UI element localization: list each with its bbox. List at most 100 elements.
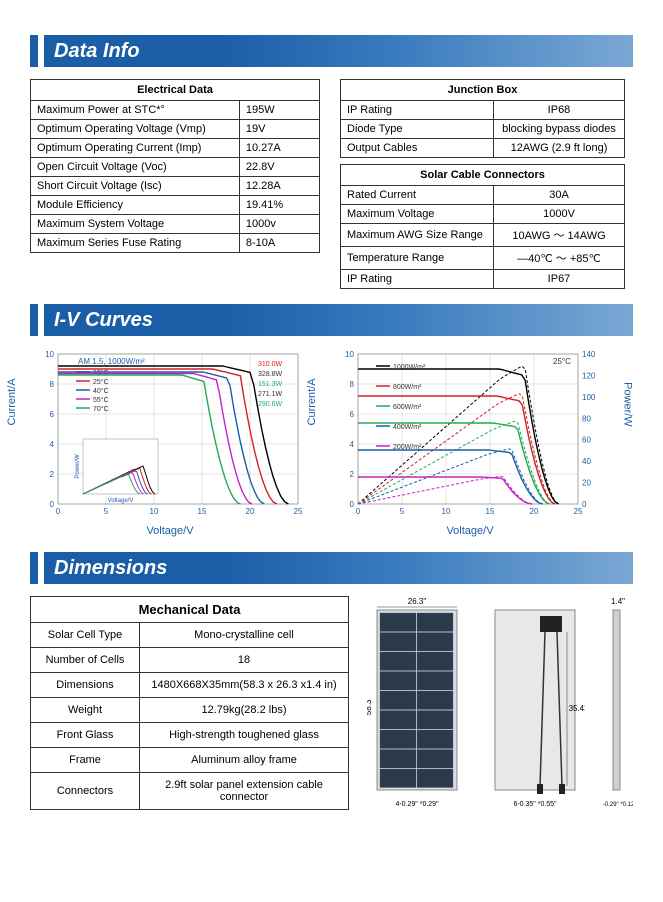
dim-width: 26.3" <box>408 597 427 606</box>
panel-side-diagram: 1.4" 8-0.29" *0.12" <box>603 596 633 821</box>
dim-mount2: 6-0.35" *0.55" <box>513 801 557 808</box>
section-header-dimensions: Dimensions <box>30 552 633 584</box>
svg-text:4: 4 <box>350 440 355 449</box>
row-label: Number of Cells <box>31 648 140 673</box>
chart2-svg: 0510152025024681002040608010012014025°C1… <box>330 348 610 518</box>
table-row: Output Cables12AWG (2.9 ft long) <box>341 139 625 158</box>
table-header: Mechanical Data <box>31 597 349 623</box>
table-row: Connectors2.9ft solar panel extension ca… <box>31 773 349 810</box>
dimensions-row: Mechanical Data Solar Cell TypeMono-crys… <box>30 596 633 821</box>
row-value: 30A <box>494 186 625 205</box>
row-value: 12.28A <box>239 177 319 196</box>
panel-front-diagram: 26.3" 58.3" 4-0.29" *0.29" <box>367 596 467 821</box>
panel-front-svg: 26.3" 58.3" 4-0.29" *0.29" <box>367 596 467 816</box>
svg-text:5: 5 <box>400 507 405 516</box>
table-row: Maximum System Voltage1000v <box>31 215 320 234</box>
table-row: Module Efficiency19.41% <box>31 196 320 215</box>
row-value: 12.79kg(28.2 lbs) <box>140 698 349 723</box>
svg-text:600W/m²: 600W/m² <box>393 404 422 411</box>
row-label: Diode Type <box>341 120 494 139</box>
y-axis-label: Current/A <box>306 378 318 425</box>
svg-text:800W/m²: 800W/m² <box>393 384 422 391</box>
row-label: Module Efficiency <box>31 196 240 215</box>
x-axis-label: Voltage/V <box>30 525 310 537</box>
row-value: —40℃ ～ +85℃ <box>494 247 625 270</box>
svg-text:10: 10 <box>345 350 354 359</box>
svg-text:10: 10 <box>442 507 451 516</box>
table-row: Open Circuit Voltage (Voc)22.8V <box>31 158 320 177</box>
iv-chart-temperature: Current/A 05101520250246810AM 1.5, 1000W… <box>30 348 310 537</box>
dim-height: 58.3" <box>367 697 373 716</box>
row-label: Output Cables <box>341 139 494 158</box>
svg-text:20: 20 <box>582 479 591 488</box>
table-row: Short Circuit Voltage (Isc)12.28A <box>31 177 320 196</box>
svg-text:25: 25 <box>294 507 303 516</box>
mech-rows: Solar Cell TypeMono-crystalline cellNumb… <box>31 623 349 810</box>
row-value: 195W <box>239 101 319 120</box>
svg-text:25°C: 25°C <box>93 378 109 386</box>
table-row: IP RatingIP68 <box>341 101 625 120</box>
table-row: Optimum Operating Current (Imp)10.27A <box>31 139 320 158</box>
cc-rows: Rated Current30AMaximum Voltage1000VMaxi… <box>341 186 625 289</box>
svg-text:10: 10 <box>45 350 54 359</box>
svg-text:15: 15 <box>486 507 495 516</box>
svg-text:140: 140 <box>582 350 596 359</box>
table-row: Optimum Operating Voltage (Vmp)19V <box>31 120 320 139</box>
row-label: Maximum AWG Size Range <box>341 224 494 247</box>
svg-text:20: 20 <box>246 507 255 516</box>
svg-text:4: 4 <box>50 440 55 449</box>
row-label: Solar Cell Type <box>31 623 140 648</box>
row-value: 19.41% <box>239 196 319 215</box>
svg-text:0: 0 <box>356 507 361 516</box>
row-value: 10AWG ～ 14AWG <box>494 224 625 247</box>
row-label: Short Circuit Voltage (Isc) <box>31 177 240 196</box>
table-row: Diode Typeblocking bypass diodes <box>341 120 625 139</box>
svg-text:200W/m²: 200W/m² <box>393 444 422 451</box>
row-label: Connectors <box>31 773 140 810</box>
row-label: Maximum Voltage <box>341 205 494 224</box>
svg-text:0: 0 <box>350 500 355 509</box>
svg-text:2: 2 <box>350 470 355 479</box>
svg-text:100: 100 <box>582 393 596 402</box>
row-label: Open Circuit Voltage (Voc) <box>31 158 240 177</box>
row-value: 10.27A <box>239 139 319 158</box>
table-row: Rated Current30A <box>341 186 625 205</box>
svg-text:20: 20 <box>530 507 539 516</box>
svg-text:120: 120 <box>582 371 596 380</box>
dim-mount1: 4-0.29" *0.29" <box>395 801 439 808</box>
row-label: IP Rating <box>341 101 494 120</box>
table-row: IP RatingIP67 <box>341 270 625 289</box>
svg-text:10: 10 <box>150 507 159 516</box>
row-label: Maximum Power at STC*° <box>31 101 240 120</box>
chart1-svg: 05101520250246810AM 1.5, 1000W/m²10°C310… <box>30 348 310 518</box>
row-value: IP67 <box>494 270 625 289</box>
charts-row: Current/A 05101520250246810AM 1.5, 1000W… <box>30 348 633 537</box>
row-value: 1480X668X35mm(58.3 x 26.3 x1.4 in) <box>140 673 349 698</box>
row-label: Temperature Range <box>341 247 494 270</box>
table-header: Electrical Data <box>31 80 320 101</box>
electrical-data-table: Electrical Data Maximum Power at STC*°19… <box>30 79 320 253</box>
row-value: 1000v <box>239 215 319 234</box>
section-header-iv-curves: I-V Curves <box>30 304 633 336</box>
row-label: Maximum System Voltage <box>31 215 240 234</box>
row-value: High-strength toughened glass <box>140 723 349 748</box>
row-value: IP68 <box>494 101 625 120</box>
table-row: Dimensions1480X668X35mm(58.3 x 26.3 x1.4… <box>31 673 349 698</box>
row-value: 8-10A <box>239 234 319 253</box>
row-label: IP Rating <box>341 270 494 289</box>
electrical-rows: Maximum Power at STC*°195WOptimum Operat… <box>31 101 320 253</box>
mechanical-data-table: Mechanical Data Solar Cell TypeMono-crys… <box>30 596 349 810</box>
row-label: Maximum Series Fuse Rating <box>31 234 240 253</box>
svg-text:Power/W: Power/W <box>75 454 81 479</box>
table-row: Maximum AWG Size Range10AWG ～ 14AWG <box>341 224 625 247</box>
row-value: 2.9ft solar panel extension cable connec… <box>140 773 349 810</box>
table-row: Solar Cell TypeMono-crystalline cell <box>31 623 349 648</box>
dim-depth: 1.4" <box>611 597 625 606</box>
svg-text:8: 8 <box>350 380 355 389</box>
header-bar <box>30 304 38 336</box>
data-info-tables: Electrical Data Maximum Power at STC*°19… <box>30 79 633 289</box>
x-axis-label: Voltage/V <box>330 525 610 537</box>
svg-text:80: 80 <box>582 414 591 423</box>
panel-side-svg: 1.4" 8-0.29" *0.12" <box>603 596 633 816</box>
svg-text:310.0W: 310.0W <box>258 361 283 368</box>
